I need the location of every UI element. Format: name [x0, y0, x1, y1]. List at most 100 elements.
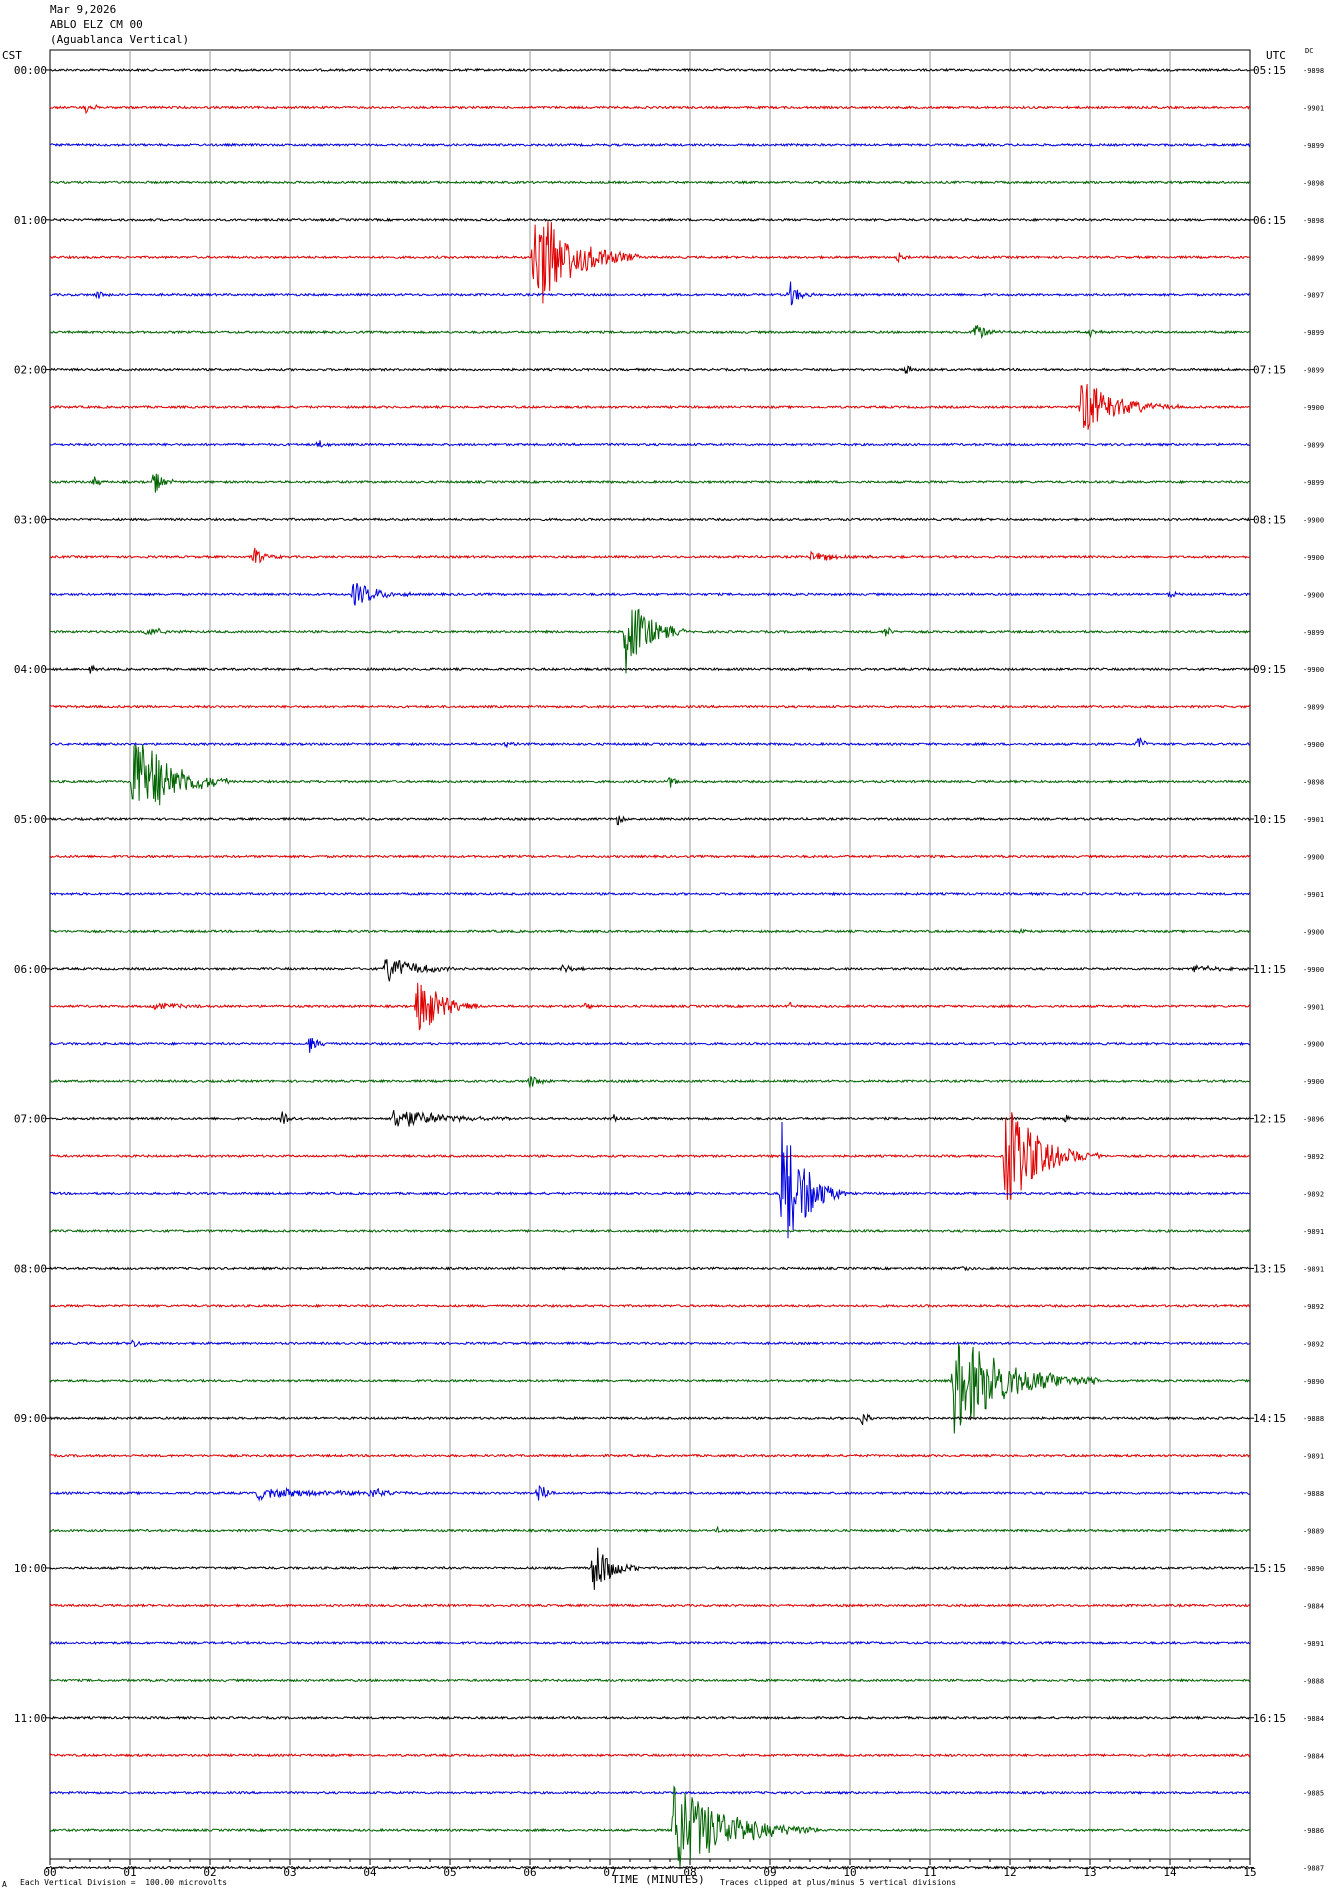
- right-hour-label: 07:15: [1253, 364, 1286, 377]
- trace-line: [49, 1525, 1251, 1534]
- dc-offset-label: -9890: [1303, 1565, 1324, 1573]
- trace-line: [49, 927, 1251, 935]
- dc-offset-label: -9891: [1303, 1640, 1324, 1648]
- dc-offset-label: -9900: [1303, 966, 1324, 974]
- x-tick-label: 14: [1163, 1866, 1177, 1879]
- dc-offset-label: -9900: [1303, 591, 1324, 599]
- trace-line: [49, 1413, 1251, 1425]
- dc-offset-label: -9900: [1303, 853, 1324, 861]
- x-tick-label: 06: [523, 1866, 536, 1879]
- footer-left-mark: A: [2, 1880, 7, 1889]
- left-hour-label: 07:00: [14, 1113, 47, 1126]
- trace-line: [49, 142, 1251, 148]
- trace-line: [49, 1228, 1251, 1234]
- trace-line: [49, 1076, 1251, 1088]
- dc-offset-label: -9899: [1303, 629, 1324, 637]
- left-hour-label: 02:00: [14, 364, 47, 377]
- axis-labels: 00 01 02 03 04 05 06 07 08 09 10 11 12 13 14 15 -9898 00:…: [14, 64, 1324, 1879]
- trace-line: [49, 1865, 1251, 1870]
- scale-note: Each Vertical Division = 100.00 microvol…: [20, 1878, 228, 1887]
- dc-offset-label: -9891: [1303, 1453, 1324, 1461]
- x-tick-label: 13: [1083, 1866, 1096, 1879]
- trace-line: [49, 583, 1251, 606]
- dc-offset-label: -9888: [1303, 1415, 1324, 1423]
- x-tick-label: 01: [123, 1866, 136, 1879]
- dc-offset-label: -9900: [1303, 928, 1324, 936]
- trace-line: [49, 67, 1250, 73]
- trace-line: [49, 982, 1251, 1031]
- trace-line: [49, 1677, 1251, 1683]
- x-tick-label: 05: [443, 1866, 456, 1879]
- trace-line: [49, 664, 1251, 674]
- dc-offset-label: -9901: [1303, 1003, 1324, 1011]
- dc-offset-label: -9898: [1303, 779, 1324, 787]
- left-hour-label: 11:00: [14, 1712, 47, 1725]
- trace-line: [49, 608, 1251, 674]
- dc-offset-label: -9900: [1303, 1041, 1324, 1049]
- dc-offset-label: -9900: [1303, 516, 1324, 524]
- x-tick-label: 02: [203, 1866, 216, 1879]
- clip-note: Traces clipped at plus/minus 5 vertical …: [720, 1878, 957, 1887]
- cst-label: CST: [2, 49, 22, 62]
- trace-line: [49, 1785, 1251, 1867]
- trace-line: [49, 365, 1251, 374]
- trace-line: [49, 281, 1251, 306]
- dc-offset-label: -9898: [1303, 179, 1324, 187]
- dc-offset-label: -9901: [1303, 104, 1324, 112]
- trace-line: [49, 744, 1251, 806]
- left-hour-label: 06:00: [14, 963, 47, 976]
- dc-offset-label: -9892: [1303, 1303, 1324, 1311]
- trace-line: [49, 1640, 1250, 1646]
- trace-line: [49, 221, 1251, 304]
- right-hour-label: 11:15: [1253, 963, 1286, 976]
- left-hour-label: 08:00: [14, 1262, 47, 1275]
- dc-offset-label: -9900: [1303, 554, 1324, 562]
- dc-offset-label: -9892: [1303, 1153, 1324, 1161]
- plot-frame: [49, 49, 1251, 1860]
- trace-line: [49, 1715, 1251, 1721]
- trace-line: [49, 854, 1251, 859]
- dc-offset-label: -9900: [1303, 741, 1324, 749]
- dc-offset-label: -9899: [1303, 142, 1324, 150]
- trace-line: [49, 1343, 1251, 1434]
- trace-line: [49, 1303, 1251, 1309]
- dc-offset-label: -9897: [1303, 292, 1324, 300]
- dc-offset-label: -9888: [1303, 1677, 1324, 1685]
- seismic-traces: [49, 67, 1251, 1870]
- x-tick-label: 09: [763, 1866, 776, 1879]
- dc-offset-label: -9900: [1303, 404, 1324, 412]
- minute-grid: [46, 49, 1254, 1869]
- right-hour-label: 14:15: [1253, 1412, 1286, 1425]
- trace-line: [49, 440, 1251, 448]
- right-hour-label: 08:15: [1253, 513, 1286, 526]
- left-hour-label: 00:00: [14, 64, 47, 77]
- dc-offset-label: -9884: [1303, 1715, 1324, 1723]
- left-hour-label: 05:00: [14, 813, 47, 826]
- right-hour-label: 16:15: [1253, 1712, 1286, 1725]
- dc-offset-label: -9884: [1303, 1602, 1324, 1610]
- dc-offset-label: -9898: [1303, 67, 1324, 75]
- x-tick-label: 08: [683, 1866, 696, 1879]
- x-tick-label: 12: [1003, 1866, 1016, 1879]
- dc-offset-label: -9892: [1303, 1340, 1324, 1348]
- right-hour-label: 05:15: [1253, 64, 1286, 77]
- trace-line: [49, 325, 1251, 340]
- trace-line: [49, 959, 1251, 982]
- dc-offset-label: -9899: [1303, 367, 1324, 375]
- left-hour-label: 10:00: [14, 1562, 47, 1575]
- trace-line: [49, 517, 1250, 522]
- trace-line: [49, 1038, 1251, 1053]
- left-hour-label: 03:00: [14, 513, 47, 526]
- dc-offset-label: -9898: [1303, 217, 1324, 225]
- dc-offset-label: -9899: [1303, 704, 1324, 712]
- x-tick-label: 00: [43, 1866, 56, 1879]
- dc-offset-label: -9899: [1303, 442, 1324, 450]
- dc-offset-label: -9886: [1303, 1827, 1324, 1835]
- right-hour-label: 15:15: [1253, 1562, 1286, 1575]
- x-tick-label: 07: [603, 1866, 616, 1879]
- trace-line: [49, 547, 1251, 564]
- trace-line: [49, 1603, 1251, 1608]
- dc-offset-label: -9887: [1303, 1865, 1324, 1873]
- dc-offset-label: -9890: [1303, 1378, 1324, 1386]
